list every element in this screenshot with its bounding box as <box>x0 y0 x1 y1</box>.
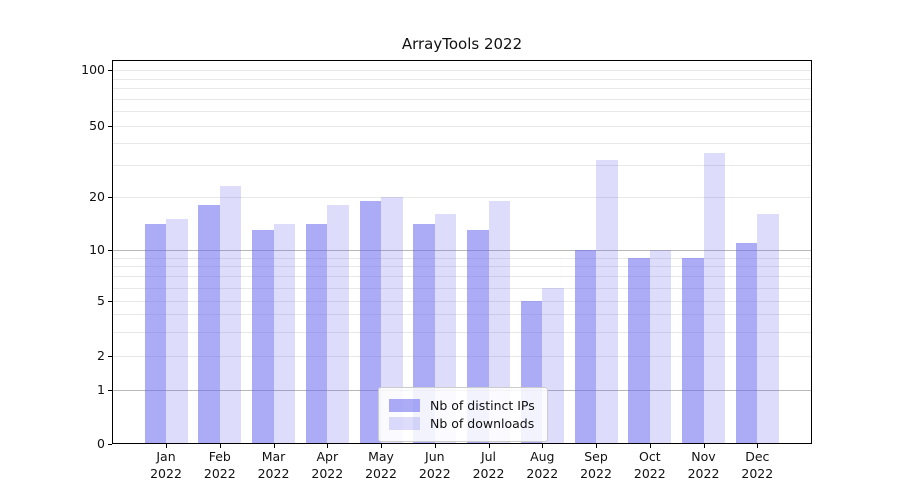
bar-downloads <box>650 250 672 444</box>
x-tick-mark <box>596 444 597 448</box>
bar-downloads <box>327 205 349 444</box>
bar-downloads <box>166 219 188 444</box>
bar-downloads <box>220 186 242 444</box>
gridline-minor <box>112 143 812 144</box>
x-tick-mark <box>381 444 382 448</box>
bar-downloads <box>757 214 779 444</box>
legend: Nb of distinct IPs Nb of downloads <box>378 387 548 442</box>
y-tick-mark <box>108 301 112 302</box>
y-tick-label: 20 <box>57 190 105 204</box>
legend-label-distinct-ips: Nb of distinct IPs <box>430 398 535 413</box>
y-tick-mark <box>108 197 112 198</box>
x-tick-mark <box>704 444 705 448</box>
y-tick-label: 0 <box>57 437 105 451</box>
y-tick-label: 50 <box>57 119 105 133</box>
legend-label-downloads: Nb of downloads <box>430 416 534 431</box>
x-tick-mark <box>435 444 436 448</box>
bar-downloads <box>596 160 618 444</box>
y-tick-label: 1 <box>57 383 105 397</box>
x-tick-mark <box>220 444 221 448</box>
x-tick-mark <box>542 444 543 448</box>
y-tick-label: 10 <box>57 243 105 257</box>
x-tick-mark <box>650 444 651 448</box>
chart-title: ArrayTools 2022 <box>112 35 812 53</box>
x-tick-mark <box>274 444 275 448</box>
bar-distinct-ips <box>306 224 328 444</box>
y-tick-mark <box>108 250 112 251</box>
bar-distinct-ips <box>145 224 167 444</box>
legend-item-distinct-ips: Nb of distinct IPs <box>389 398 535 413</box>
gridline-minor <box>112 70 812 71</box>
bar-distinct-ips <box>252 230 274 444</box>
gridline-minor <box>112 111 812 112</box>
figure: ArrayTools 2022 Nb of distinct IPs Nb of… <box>0 0 900 500</box>
gridline-minor <box>112 79 812 80</box>
bar-downloads <box>704 153 726 444</box>
bar-distinct-ips <box>736 243 758 444</box>
y-tick-mark <box>108 390 112 391</box>
x-tick-label: Dec2022 <box>725 449 789 482</box>
y-tick-mark <box>108 126 112 127</box>
x-tick-mark <box>166 444 167 448</box>
bar-distinct-ips <box>575 250 597 444</box>
y-tick-label: 100 <box>57 63 105 77</box>
x-tick-mark <box>757 444 758 448</box>
legend-swatch-downloads <box>389 417 420 430</box>
y-tick-mark <box>108 70 112 71</box>
bar-downloads <box>274 224 296 444</box>
bar-distinct-ips <box>198 205 220 444</box>
y-tick-mark <box>108 356 112 357</box>
legend-item-downloads: Nb of downloads <box>389 416 535 431</box>
y-tick-mark <box>108 444 112 445</box>
gridline-minor <box>112 126 812 127</box>
plot-area: Nb of distinct IPs Nb of downloads <box>112 60 812 444</box>
x-tick-mark <box>327 444 328 448</box>
bar-distinct-ips <box>682 258 704 444</box>
gridline-minor <box>112 88 812 89</box>
y-tick-label: 2 <box>57 349 105 363</box>
bar-distinct-ips <box>628 258 650 444</box>
x-tick-mark <box>489 444 490 448</box>
y-tick-label: 5 <box>57 294 105 308</box>
legend-swatch-distinct-ips <box>389 399 420 412</box>
gridline-minor <box>112 99 812 100</box>
